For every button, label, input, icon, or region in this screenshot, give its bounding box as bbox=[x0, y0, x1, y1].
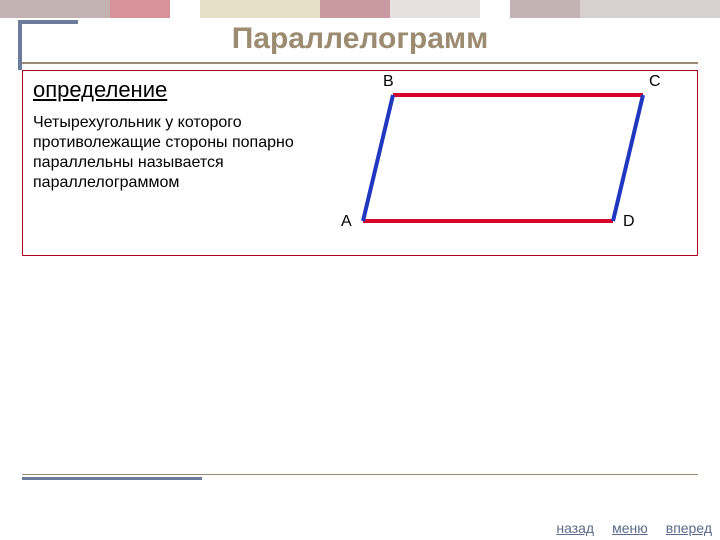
vertex-label-a: A bbox=[341, 213, 352, 231]
definition-box: определение Четырехугольник у которого п… bbox=[22, 70, 698, 256]
diagram-area: B C A D bbox=[313, 71, 697, 255]
parallelogram-svg bbox=[313, 71, 699, 255]
title-underline bbox=[22, 62, 698, 64]
bottom-thin-line bbox=[22, 474, 698, 475]
definition-text-col: определение Четырехугольник у которого п… bbox=[23, 71, 313, 255]
nav-bar: назад меню вперед bbox=[556, 520, 712, 536]
vertex-label-d: D bbox=[623, 213, 635, 231]
vertex-label-b: B bbox=[383, 73, 394, 91]
page-title: Параллелограмм bbox=[0, 22, 720, 56]
top-stripe bbox=[0, 0, 720, 18]
nav-back[interactable]: назад bbox=[556, 520, 594, 536]
vertex-label-c: C bbox=[649, 73, 661, 91]
nav-next[interactable]: вперед bbox=[666, 520, 712, 536]
definition-body: Четырехугольник у которого противолежащи… bbox=[33, 113, 303, 193]
nav-menu[interactable]: меню bbox=[612, 520, 648, 536]
bottom-thick-line bbox=[22, 477, 202, 480]
bottom-decoration bbox=[22, 474, 698, 478]
definition-subtitle: определение bbox=[33, 77, 303, 103]
